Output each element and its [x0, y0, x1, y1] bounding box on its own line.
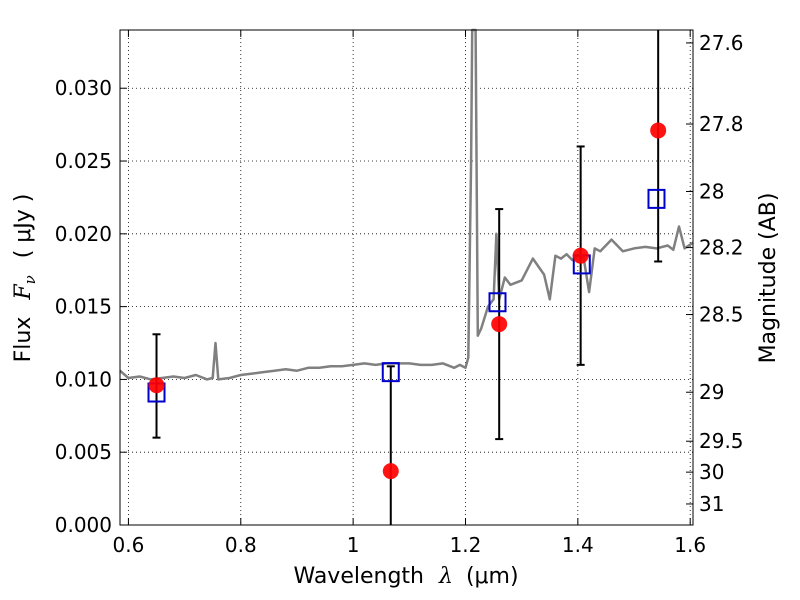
- y2-axis-label: Magnitude (AB): [756, 193, 781, 364]
- x-tick-label-0: 0.6: [113, 533, 145, 557]
- model-photometry-square-4: [647, 188, 666, 209]
- y-axis-label: Flux Fν ( μJy ): [11, 194, 41, 363]
- mag-tick-label-3: 28.2: [699, 236, 744, 260]
- mag-tick-label-4: 28.5: [699, 303, 744, 327]
- mag-tick-label-1: 27.8: [699, 112, 744, 136]
- mag-tick-label-7: 30: [699, 460, 724, 484]
- model-spectrum-line: [119, 28, 694, 381]
- model-photometry-series: [147, 188, 666, 403]
- y-axis-label-symbol: F: [11, 284, 36, 301]
- grid-lines: [120, 30, 693, 525]
- x-tick-label-4: 1.4: [562, 533, 594, 557]
- model-spectrum-series: [119, 28, 694, 381]
- y-tick-label-2: 0.010: [55, 367, 112, 391]
- y-tick-label-4: 0.020: [55, 222, 112, 246]
- y-tick-label-1: 0.005: [55, 440, 112, 464]
- y-tick-label-3: 0.015: [55, 295, 112, 319]
- x-axis-label-symbol: λ: [438, 564, 453, 589]
- axis-ticks: 0.6 0.8 1 1.2 1.4 1.6 0.000 0.005 0.010 0.015 0.02…: [55, 30, 744, 557]
- plot-frame: [119, 29, 694, 526]
- x-axis-label-prefix: Wavelength: [293, 564, 424, 589]
- y-tick-label-0: 0.000: [55, 513, 112, 537]
- observed-point-1: [382, 463, 399, 480]
- observed-point-3: [572, 247, 589, 264]
- observed-point-4: [650, 122, 667, 139]
- x-tick-label-3: 1.2: [450, 533, 482, 557]
- mag-tick-label-2: 28: [699, 179, 724, 203]
- mag-tick-label-8: 31: [699, 492, 724, 516]
- x-axis-label-unit: (μm): [466, 564, 519, 589]
- observed-error-bars: [152, 30, 663, 525]
- observed-photometry-series: [148, 122, 667, 480]
- y-tick-label-6: 0.030: [55, 76, 112, 100]
- y-axis-label-unit: ( μJy ): [11, 194, 36, 259]
- x-tick-label-2: 1: [347, 533, 360, 557]
- mag-tick-label-6: 29.5: [699, 429, 744, 453]
- model-photometry-square-1: [381, 362, 400, 383]
- observed-point-2: [491, 316, 508, 333]
- mag-tick-label-0: 27.6: [699, 31, 744, 55]
- x-tick-label-5: 1.6: [674, 533, 706, 557]
- y-axis-label-subscript: ν: [21, 275, 39, 284]
- x-axis-label: Wavelength λ (μm): [293, 564, 518, 589]
- observed-point-0: [148, 377, 165, 394]
- mag-tick-label-5: 29: [699, 380, 724, 404]
- y-tick-label-5: 0.025: [55, 149, 112, 173]
- x-tick-label-1: 0.8: [225, 533, 257, 557]
- model-photometry-square-2: [488, 292, 507, 313]
- y-axis-label-prefix: Flux: [11, 317, 36, 363]
